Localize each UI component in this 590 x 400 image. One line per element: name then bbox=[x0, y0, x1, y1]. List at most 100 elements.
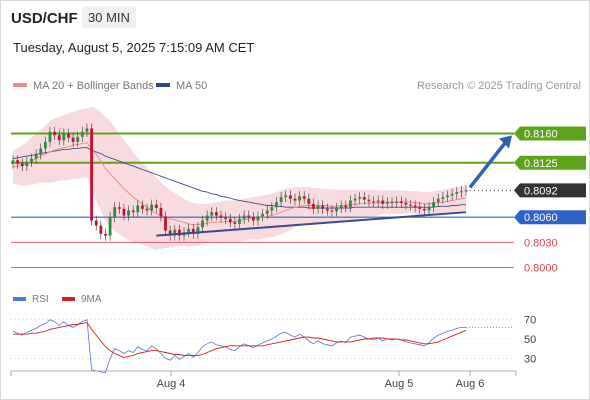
ma20-swatch bbox=[13, 83, 27, 88]
candle-body bbox=[90, 128, 93, 221]
candle-body bbox=[395, 201, 399, 203]
candle-body bbox=[316, 205, 320, 209]
candle-body bbox=[275, 202, 278, 208]
candle-body bbox=[288, 195, 292, 199]
candle-body bbox=[284, 195, 288, 198]
credit-text: Research © 2025 Trading Central bbox=[416, 80, 581, 92]
candle-body bbox=[367, 199, 371, 202]
candle-body bbox=[353, 198, 357, 201]
candle-body bbox=[113, 207, 117, 218]
x-tick-label: Aug 5 bbox=[385, 378, 414, 390]
timeframe-badge[interactable]: 30 MIN bbox=[82, 7, 136, 28]
candle-body bbox=[339, 205, 343, 208]
candle-body bbox=[321, 205, 325, 209]
candle-body bbox=[446, 195, 449, 198]
candle-body bbox=[418, 207, 422, 209]
candle-body bbox=[159, 208, 163, 217]
candle-body bbox=[261, 213, 265, 217]
candle-body bbox=[349, 200, 352, 208]
timestamp: Tuesday, August 5, 2025 7:15:09 AM CET bbox=[13, 40, 255, 55]
candle-body bbox=[108, 217, 112, 236]
candle-body bbox=[427, 207, 431, 211]
candle-body bbox=[293, 198, 297, 201]
candle-body bbox=[67, 133, 70, 138]
candle-body bbox=[25, 161, 29, 167]
candle-body bbox=[16, 160, 20, 164]
level-label-0.8000: 0.8000 bbox=[524, 262, 558, 274]
rsi-ma-line bbox=[13, 322, 467, 358]
rsi-legend-label: 9MA bbox=[81, 294, 102, 305]
forecast-arrow-shaft bbox=[468, 139, 509, 189]
candle-body bbox=[265, 210, 269, 214]
candle-body bbox=[436, 198, 440, 203]
candle-body bbox=[459, 191, 463, 193]
candle-body bbox=[399, 201, 403, 203]
candle-body bbox=[136, 205, 140, 213]
candle-body bbox=[131, 210, 135, 213]
candle-body bbox=[422, 208, 426, 211]
rsi-legend-swatch bbox=[62, 297, 75, 301]
candle-body bbox=[11, 160, 15, 164]
rsi-tick-label: 30 bbox=[524, 353, 536, 365]
candle-body bbox=[251, 217, 255, 221]
candle-body bbox=[164, 216, 167, 231]
candle-body bbox=[358, 197, 362, 199]
candle-body bbox=[187, 228, 191, 233]
candle-body bbox=[224, 217, 228, 219]
candle-body bbox=[85, 128, 89, 132]
candle-body bbox=[298, 196, 301, 201]
candle-body bbox=[214, 212, 218, 216]
rsi-tick-label: 70 bbox=[524, 315, 536, 327]
candle-body bbox=[76, 136, 80, 142]
candle-body bbox=[362, 197, 366, 200]
level-tag-0.8160 bbox=[514, 126, 586, 141]
candle-body bbox=[219, 215, 223, 218]
candle-body bbox=[173, 229, 177, 236]
candle-body bbox=[20, 163, 24, 167]
candle-body bbox=[247, 215, 251, 218]
candle-body bbox=[441, 197, 445, 199]
level-label-0.8030: 0.8030 bbox=[524, 237, 558, 249]
candle-body bbox=[413, 205, 417, 208]
candle-body bbox=[57, 135, 61, 141]
rsi-legend-label: RSI bbox=[32, 294, 49, 305]
candle-body bbox=[386, 202, 389, 204]
symbol-title: USD/CHF bbox=[11, 10, 78, 27]
candle-body bbox=[312, 203, 315, 209]
candle-body bbox=[34, 154, 38, 159]
candle-body bbox=[48, 131, 52, 142]
candle-body bbox=[432, 202, 436, 208]
candle-body bbox=[238, 218, 241, 224]
candle-body bbox=[228, 218, 232, 223]
candle-body bbox=[30, 158, 33, 162]
rsi-tick-label: 50 bbox=[524, 334, 536, 346]
level-label-0.8125: 0.8125 bbox=[524, 158, 558, 170]
candle-body bbox=[256, 216, 260, 221]
candle-body bbox=[307, 198, 311, 204]
legend-ma20-label: MA 20 + Bollinger Bands bbox=[33, 80, 154, 92]
current-price-tag: 0.8092 bbox=[514, 183, 586, 198]
candle-body bbox=[39, 148, 43, 155]
candle-body bbox=[233, 222, 237, 224]
candle-body bbox=[178, 229, 181, 236]
x-tick-label: Aug 4 bbox=[157, 378, 186, 390]
candle-body bbox=[404, 202, 408, 205]
candle-body bbox=[191, 228, 195, 234]
candle-body bbox=[150, 204, 154, 211]
candle-body bbox=[270, 207, 274, 211]
candle-body bbox=[409, 204, 412, 206]
candle-body bbox=[450, 193, 454, 196]
candle-body bbox=[330, 210, 334, 212]
candle-body bbox=[53, 131, 57, 136]
candle-body bbox=[127, 210, 130, 216]
candle-body bbox=[372, 201, 375, 203]
candle-body bbox=[43, 141, 47, 149]
bollinger-band bbox=[13, 106, 466, 250]
candle-body bbox=[381, 200, 385, 204]
candle-body bbox=[335, 208, 338, 212]
candle-body bbox=[154, 204, 158, 208]
level-tag-0.8060 bbox=[514, 210, 586, 225]
candle-body bbox=[168, 230, 172, 236]
candle-body bbox=[455, 192, 459, 194]
